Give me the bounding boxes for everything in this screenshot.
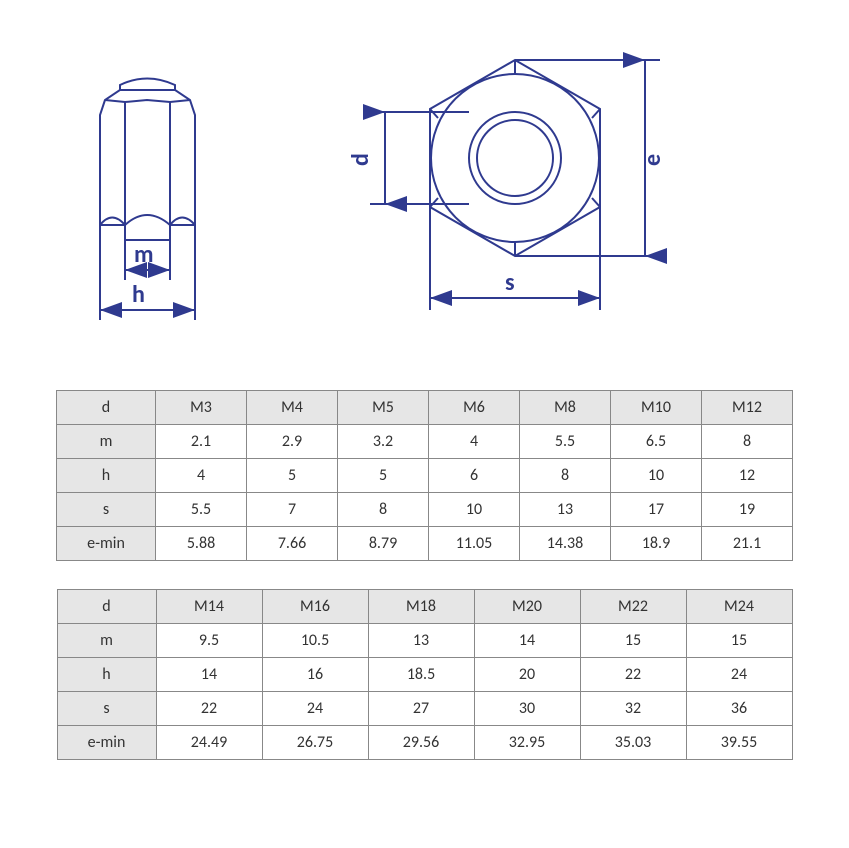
table-row: e-min 5.88 7.66 8.79 11.05 14.38 18.9 21… (57, 527, 793, 561)
cell: 5 (338, 459, 429, 493)
cell: 17 (611, 493, 702, 527)
cell: 13 (520, 493, 611, 527)
col-header: M20 (474, 590, 580, 624)
cell: 5 (247, 459, 338, 493)
cell: 15 (686, 624, 792, 658)
cell: 29.56 (368, 726, 474, 760)
cell: 18.9 (611, 527, 702, 561)
cell: 4 (429, 425, 520, 459)
row-label: h (57, 459, 156, 493)
table-row: s 22 24 27 30 32 36 (57, 692, 792, 726)
row-label: h (57, 658, 156, 692)
col-header: M14 (156, 590, 262, 624)
cell: 5.5 (520, 425, 611, 459)
col-header: M22 (580, 590, 686, 624)
col-header: M16 (262, 590, 368, 624)
col-header: M18 (368, 590, 474, 624)
spec-table-1: d M3 M4 M5 M6 M8 M10 M12 m 2.1 2.9 3.2 4… (56, 390, 793, 561)
row-label: s (57, 692, 156, 726)
cell: 36 (686, 692, 792, 726)
tables-container: d M3 M4 M5 M6 M8 M10 M12 m 2.1 2.9 3.2 4… (0, 360, 849, 760)
cell: 19 (702, 493, 793, 527)
cell: 6 (429, 459, 520, 493)
cell: 18.5 (368, 658, 474, 692)
cell: 22 (156, 692, 262, 726)
cell: 14 (156, 658, 262, 692)
cell: 3.2 (338, 425, 429, 459)
cell: 2.9 (247, 425, 338, 459)
spec-table-2: d M14 M16 M18 M20 M22 M24 m 9.5 10.5 13 … (57, 589, 793, 760)
cell: 5.88 (156, 527, 247, 561)
cell: 8 (338, 493, 429, 527)
cell: 10.5 (262, 624, 368, 658)
cell: 22 (580, 658, 686, 692)
cell: 4 (156, 459, 247, 493)
row-label: m (57, 624, 156, 658)
cell: 11.05 (429, 527, 520, 561)
table-row: m 9.5 10.5 13 14 15 15 (57, 624, 792, 658)
col-header: M4 (247, 391, 338, 425)
table-row: m 2.1 2.9 3.2 4 5.5 6.5 8 (57, 425, 793, 459)
row-label: s (57, 493, 156, 527)
dim-label-m: m (134, 240, 154, 269)
cell: 13 (368, 624, 474, 658)
col-header: M3 (156, 391, 247, 425)
dim-label-d: d (346, 153, 375, 166)
cell: 5.5 (156, 493, 247, 527)
col-header: M10 (611, 391, 702, 425)
table-row: e-min 24.49 26.75 29.56 32.95 35.03 39.5… (57, 726, 792, 760)
row-label: d (57, 590, 156, 624)
col-header: M8 (520, 391, 611, 425)
col-header: M24 (686, 590, 792, 624)
cell: 6.5 (611, 425, 702, 459)
row-label: d (57, 391, 156, 425)
table-row: h 14 16 18.5 20 22 24 (57, 658, 792, 692)
cell: 24.49 (156, 726, 262, 760)
cell: 15 (580, 624, 686, 658)
technical-diagram: m h d e (0, 0, 849, 360)
cell: 8 (702, 425, 793, 459)
cell: 30 (474, 692, 580, 726)
cell: 35.03 (580, 726, 686, 760)
cell: 16 (262, 658, 368, 692)
row-label: m (57, 425, 156, 459)
cell: 32 (580, 692, 686, 726)
cell: 10 (429, 493, 520, 527)
cell: 9.5 (156, 624, 262, 658)
table-row: h 4 5 5 6 8 10 12 (57, 459, 793, 493)
row-label: e-min (57, 726, 156, 760)
cell: 7 (247, 493, 338, 527)
cell: 20 (474, 658, 580, 692)
col-header: M5 (338, 391, 429, 425)
dim-label-s: s (505, 268, 515, 297)
table-row: d M14 M16 M18 M20 M22 M24 (57, 590, 792, 624)
nut-diagram-svg: m h d e (0, 0, 849, 360)
dim-label-e: e (638, 154, 667, 166)
col-header: M12 (702, 391, 793, 425)
cell: 24 (686, 658, 792, 692)
cell: 14 (474, 624, 580, 658)
row-label: e-min (57, 527, 156, 561)
cell: 8 (520, 459, 611, 493)
dim-label-h: h (132, 280, 145, 309)
cell: 12 (702, 459, 793, 493)
side-view (100, 79, 195, 241)
cell: 32.95 (474, 726, 580, 760)
cell: 24 (262, 692, 368, 726)
table-row: s 5.5 7 8 10 13 17 19 (57, 493, 793, 527)
cell: 14.38 (520, 527, 611, 561)
col-header: M6 (429, 391, 520, 425)
top-view (430, 60, 600, 256)
cell: 27 (368, 692, 474, 726)
cell: 21.1 (702, 527, 793, 561)
table-row: d M3 M4 M5 M6 M8 M10 M12 (57, 391, 793, 425)
cell: 7.66 (247, 527, 338, 561)
cell: 10 (611, 459, 702, 493)
cell: 39.55 (686, 726, 792, 760)
cell: 26.75 (262, 726, 368, 760)
cell: 8.79 (338, 527, 429, 561)
cell: 2.1 (156, 425, 247, 459)
